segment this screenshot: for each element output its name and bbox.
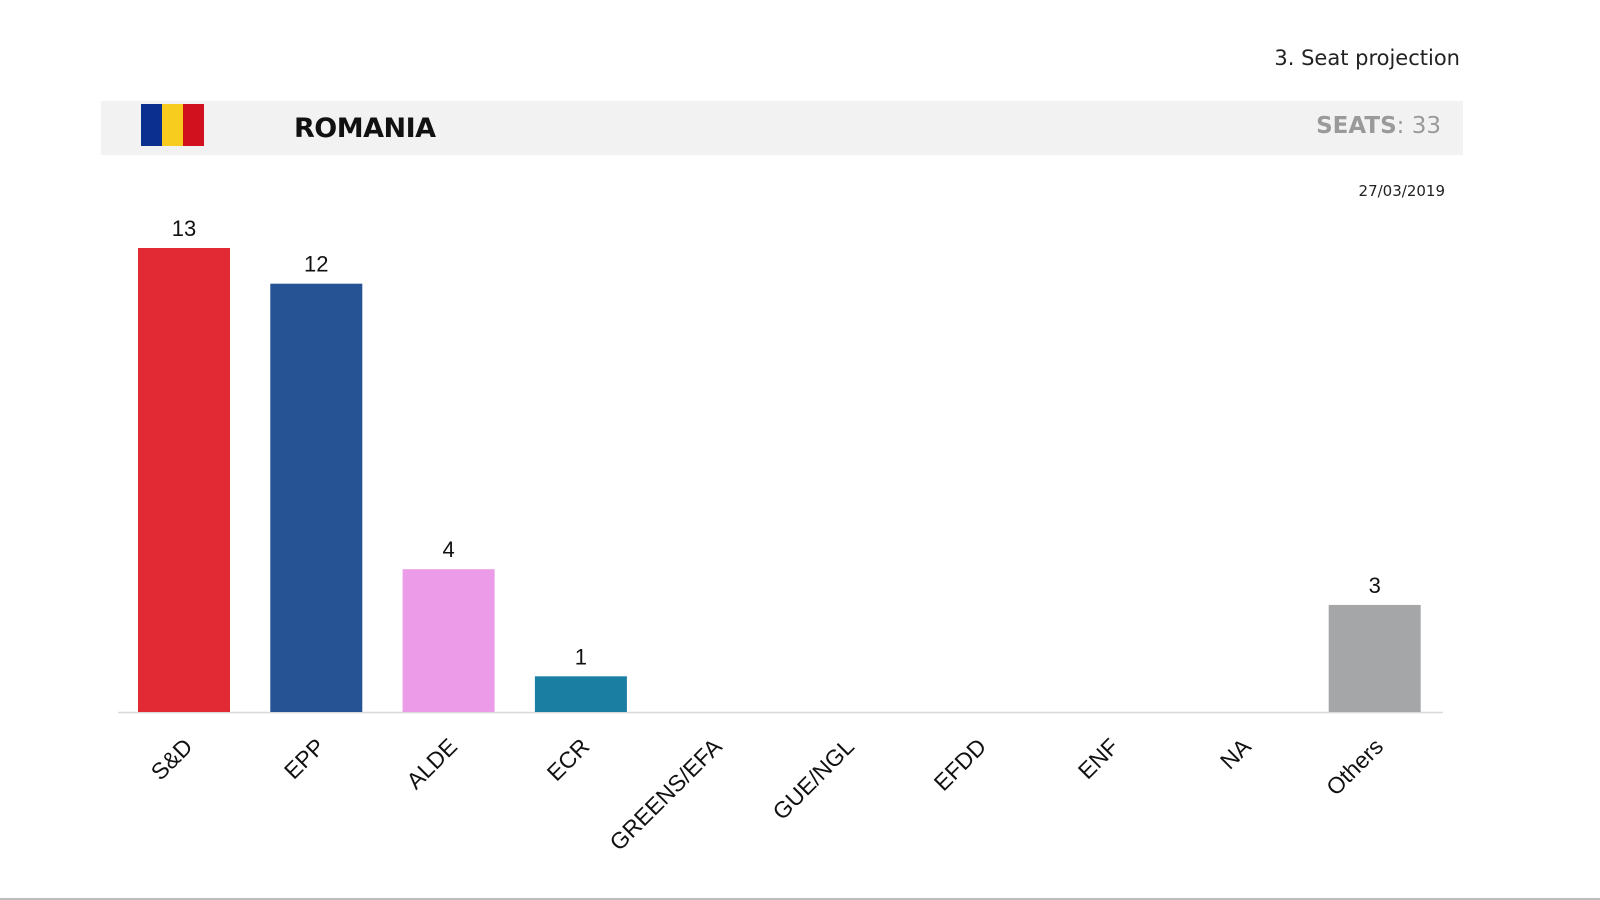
bar-value-label: 1	[575, 644, 587, 669]
x-tick-label: ECR	[542, 733, 595, 786]
x-tick-label: ENF	[1073, 733, 1124, 784]
x-tick-label: ALDE	[401, 733, 462, 794]
seats-separator: :	[1396, 113, 1405, 139]
x-tick-label: NA	[1215, 733, 1256, 774]
projection-date: 27/03/2019	[1358, 182, 1445, 200]
x-tick-label: S&D	[146, 733, 198, 785]
x-tick-label: EPP	[279, 733, 330, 784]
bar-value-label: 3	[1369, 573, 1381, 598]
country-header-bar: ROMANIA SEATS: 33	[101, 101, 1463, 155]
flag-stripe-yellow	[162, 104, 183, 146]
bar-value-label: 13	[172, 216, 196, 241]
romania-flag-icon	[141, 104, 204, 146]
seats-value: 33	[1411, 113, 1441, 139]
section-title: 3. Seat projection	[1274, 46, 1460, 70]
x-tick-label: GUE/NGL	[767, 733, 859, 825]
bottom-divider	[0, 898, 1600, 900]
bar-ecr	[534, 676, 627, 712]
bar-others	[1328, 604, 1421, 712]
x-tick-label: GREENS/EFA	[604, 733, 727, 856]
bar-s-d	[138, 248, 230, 712]
flag-stripe-blue	[141, 104, 162, 146]
bar-value-label: 12	[304, 252, 328, 277]
country-name: ROMANIA	[294, 113, 436, 144]
bar-alde	[402, 569, 495, 712]
bar-epp	[270, 283, 363, 712]
bar-value-label: 4	[442, 537, 454, 562]
seats-total: SEATS: 33	[1316, 113, 1441, 139]
seats-label: SEATS	[1316, 113, 1397, 139]
x-tick-label: Others	[1321, 733, 1388, 800]
flag-stripe-red	[183, 104, 204, 146]
x-tick-label: EFDD	[929, 733, 992, 796]
